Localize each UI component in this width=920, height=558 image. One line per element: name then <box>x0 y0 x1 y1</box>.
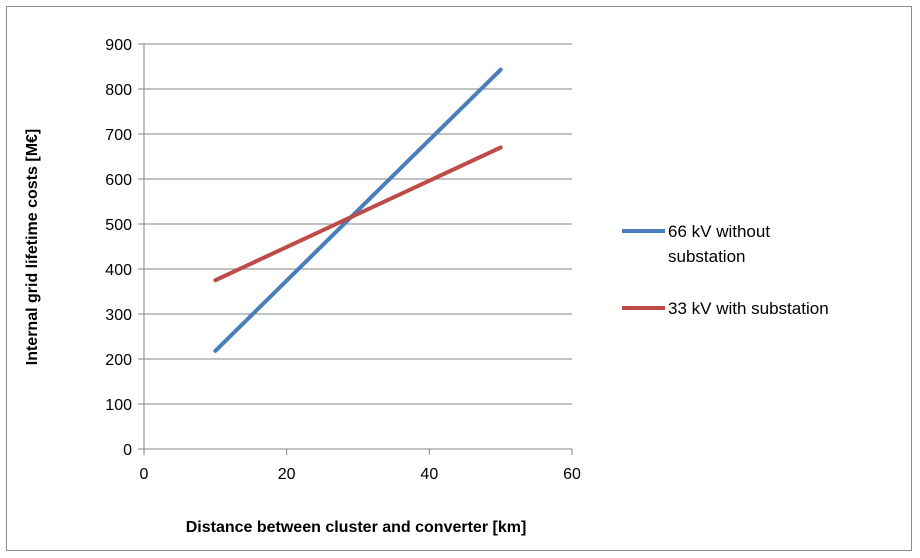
y-tick-label-100: 100 <box>105 397 132 414</box>
y-tick-label-200: 200 <box>105 352 132 369</box>
legend-label-line: 33 kV with substation <box>668 299 829 318</box>
legend-label-line: substation <box>668 247 746 266</box>
series-line-2 <box>213 145 503 283</box>
gridlines <box>138 43 573 455</box>
chart-frame <box>6 6 912 551</box>
series-lines <box>213 67 503 353</box>
x-tick-labels: 0 20 40 60 <box>140 466 581 483</box>
legend-label-1: 66 kV without substation <box>668 222 770 266</box>
y-tick-label-800: 800 <box>105 82 132 99</box>
y-tick-label-400: 400 <box>105 262 132 279</box>
y-tick-label-0: 0 <box>123 442 132 459</box>
y-tick-label-700: 700 <box>105 127 132 144</box>
x-tick-label-40: 40 <box>420 466 438 483</box>
x-tick-label-20: 20 <box>278 466 296 483</box>
y-tick-labels: 0 100 200 300 400 500 600 700 800 900 <box>105 37 132 459</box>
y-tick-label-300: 300 <box>105 307 132 324</box>
legend-label-line: 66 kV without <box>668 222 770 241</box>
legend: 66 kV without substation 33 kV with substa… <box>622 222 829 318</box>
y-tick-label-600: 600 <box>105 172 132 189</box>
legend-label-2: 33 kV with substation <box>668 299 829 318</box>
y-tick-label-900: 900 <box>105 37 132 54</box>
y-axis-title: Internal grid lifetime costs [M€] <box>24 129 41 365</box>
y-tick-label-500: 500 <box>105 217 132 234</box>
series-line-1 <box>213 67 503 353</box>
x-tick-label-60: 60 <box>563 466 581 483</box>
x-axis-title: Distance between cluster and converter [… <box>186 519 527 536</box>
x-tick-label-0: 0 <box>140 466 149 483</box>
